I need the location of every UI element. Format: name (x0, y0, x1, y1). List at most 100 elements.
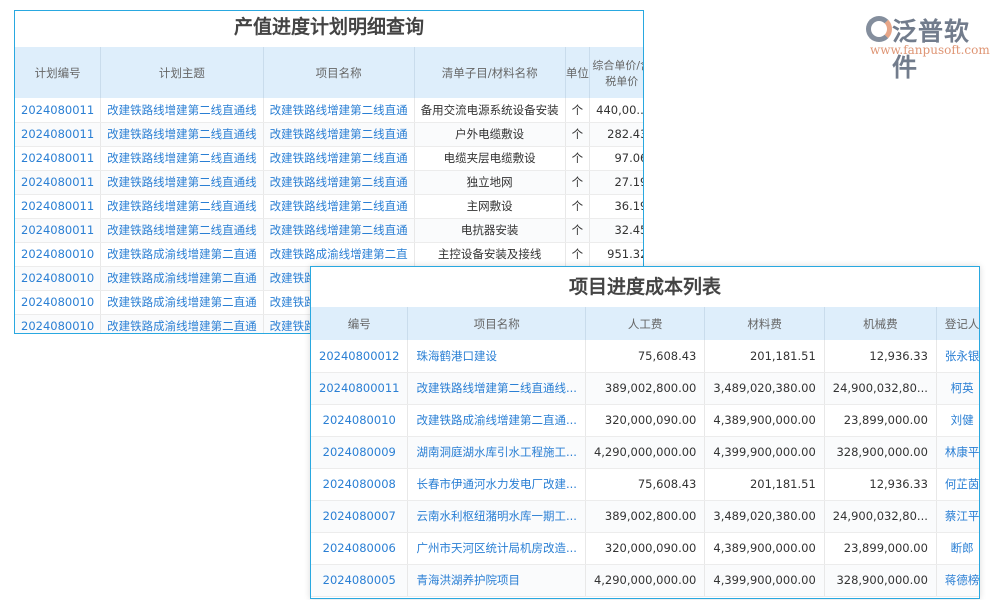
column-header[interactable]: 项目名称 (407, 307, 586, 340)
table-cell[interactable]: 改建铁路线增建第二线直通 (263, 98, 415, 123)
cell-text: 20240800011 (319, 381, 400, 395)
logo-url: www.fanpusoft.com (870, 43, 990, 57)
table-cell[interactable]: 刘健 (936, 404, 979, 437)
table-row[interactable]: 20240800012 珠海鹤港口建设 75,608.43 201,181.51 12,… (311, 340, 979, 373)
table-cell[interactable]: 林康平 (936, 436, 979, 469)
table-cell: 389,002,800.00 (585, 500, 706, 533)
table-cell[interactable]: 改建铁路线增建第二线直通 (263, 122, 415, 147)
cell-text: 改建铁路线增建第二线直通 (269, 223, 408, 237)
table-cell[interactable]: 改建铁路成渝线增建第二直通 (100, 290, 264, 315)
table-cell[interactable]: 改建铁路成渝线增建第二直 (263, 242, 415, 267)
table-cell[interactable]: 改建铁路线增建第二线直通 (263, 194, 415, 219)
table-row[interactable]: 2024080011 改建铁路线增建第二线直通线 改建铁路线增建第二线直通 独立地网 个… (15, 170, 643, 195)
cell-text: 户外电缆敷设 (455, 127, 525, 141)
table-cell[interactable]: 何芷茵 (936, 468, 979, 501)
cell-text: 改建铁路线增建第二线直通线 (107, 175, 257, 189)
table-cell[interactable]: 改建铁路成渝线增建第二直通 (100, 242, 264, 267)
table-cell[interactable]: 2024080011 (15, 170, 102, 195)
table-cell[interactable]: 改建铁路线增建第二线直通线 (100, 98, 264, 123)
fanpusoft-logo: 泛普软件 www.fanpusoft.com (862, 14, 992, 82)
column-header[interactable]: 综合单价/含税单价 (589, 47, 643, 98)
table-cell[interactable]: 2024080010 (311, 404, 409, 437)
table-cell[interactable]: 断郎 (936, 532, 979, 565)
cost-panel-title: 项目进度成本列表 (568, 276, 721, 298)
plan-panel-title: 产值进度计划明细查询 (233, 16, 424, 38)
table-cell[interactable]: 2024080011 (15, 122, 102, 147)
table-row[interactable]: 2024080006 广州市天河区统计局机房改造... 320,000,090.00… (311, 532, 979, 565)
table-row[interactable]: 2024080011 改建铁路线增建第二线直通线 改建铁路线增建第二线直通 主网敷设 个… (15, 194, 643, 219)
table-row[interactable]: 2024080011 改建铁路线增建第二线直通线 改建铁路线增建第二线直通 户外电缆敷… (15, 122, 643, 147)
table-row[interactable]: 2024080011 改建铁路线增建第二线直通线 改建铁路线增建第二线直通 电抗器安装… (15, 218, 643, 243)
table-cell: 4,290,000,000.00 (585, 564, 706, 597)
table-cell[interactable]: 广州市天河区统计局机房改造... (407, 532, 586, 565)
column-header[interactable]: 材料费 (704, 307, 825, 340)
cell-text: 201,181.51 (749, 477, 816, 491)
table-cell[interactable]: 2024080011 (15, 218, 102, 243)
table-row[interactable]: 2024080011 改建铁路线增建第二线直通线 改建铁路线增建第二线直通 备用交流电… (15, 98, 643, 123)
table-row[interactable]: 2024080007 云南水利枢纽潴明水库一期工... 389,002,800.00… (311, 500, 979, 533)
column-header[interactable]: 计划编号 (15, 47, 102, 98)
table-row[interactable]: 2024080008 长春市伊通河水力发电厂改建... 75,608.43 201,1… (311, 468, 979, 501)
table-cell[interactable]: 2024080011 (15, 98, 102, 123)
table-cell[interactable]: 蒋德榜 (936, 564, 979, 597)
table-cell[interactable]: 改建铁路成渝线增建第二直通... (407, 404, 586, 437)
table-cell[interactable]: 2024080006 (311, 532, 409, 565)
table-cell[interactable]: 长春市伊通河水力发电厂改建... (407, 468, 586, 501)
table-cell[interactable]: 改建铁路线增建第二线直通线 (100, 218, 264, 243)
table-row[interactable]: 2024080010 改建铁路成渝线增建第二直通... 320,000,090.00… (311, 404, 979, 437)
table-cell[interactable]: 改建铁路成渝线增建第二直通 (100, 266, 264, 291)
column-header[interactable]: 人工费 (585, 307, 706, 340)
table-cell: 320,000,090.00 (585, 532, 706, 565)
cell-text: 主控设备安装及接线 (437, 247, 542, 261)
table-cell[interactable]: 改建铁路成渝线增建第二直通 (100, 314, 264, 333)
table-row[interactable]: 2024080005 青海洪湖养护院项目 4,290,000,000.00 4,399… (311, 564, 979, 597)
table-row[interactable]: 2024080011 改建铁路线增建第二线直通线 改建铁路线增建第二线直通 电缆夹层电… (15, 146, 643, 171)
cell-text: 备用交流电源系统设备安装 (420, 102, 559, 117)
table-cell[interactable]: 2024080008 (311, 468, 409, 501)
table-cell[interactable]: 2024080011 (15, 146, 102, 171)
table-cell[interactable]: 2024080005 (311, 564, 409, 597)
column-header[interactable]: 登记人 (936, 307, 979, 340)
table-row[interactable]: 2024080009 湖南洞庭湖水库引水工程施工... 4,290,000,000.… (311, 436, 979, 469)
table-cell[interactable]: 2024080010 (15, 290, 102, 315)
table-row[interactable]: 20240800011 改建铁路线增建第二线直通线... 389,002,800.0… (311, 372, 979, 405)
table-cell[interactable]: 青海洪湖养护院项目 (407, 564, 586, 597)
table-cell[interactable]: 张永银 (936, 340, 979, 373)
table-cell: 75,608.43 (585, 340, 706, 373)
table-cell[interactable]: 2024080010 (15, 242, 102, 267)
table-cell[interactable]: 20240800012 (311, 340, 409, 373)
table-cell[interactable]: 改建铁路线增建第二线直通线... (407, 372, 586, 405)
table-cell[interactable]: 改建铁路线增建第二线直通线 (100, 146, 264, 171)
table-cell[interactable]: 蔡江平 (936, 500, 979, 533)
table-cell[interactable]: 2024080010 (15, 266, 102, 291)
column-header[interactable]: 编号 (311, 307, 409, 340)
table-cell[interactable]: 改建铁路线增建第二线直通线 (100, 122, 264, 147)
column-header[interactable]: 清单子目/材料名称 (414, 47, 566, 98)
column-header[interactable]: 机械费 (824, 307, 937, 340)
table-cell[interactable]: 柯英 (936, 372, 979, 405)
table-cell[interactable]: 改建铁路线增建第二线直通 (263, 146, 415, 171)
table-cell[interactable]: 改建铁路线增建第二线直通线 (100, 194, 264, 219)
table-cell[interactable]: 2024080007 (311, 500, 409, 533)
cell-text: 4,389,900,000.00 (713, 541, 816, 555)
column-header[interactable]: 单位 (565, 47, 591, 98)
table-cell[interactable]: 20240800011 (311, 372, 409, 405)
table-row[interactable]: 2024080010 改建铁路成渝线增建第二直通 改建铁路成渝线增建第二直 主控设备安… (15, 242, 643, 267)
table-cell: 户外电缆敷设 (414, 122, 566, 147)
table-cell[interactable]: 改建铁路线增建第二线直通 (263, 218, 415, 243)
table-cell[interactable]: 云南水利枢纽潴明水库一期工... (407, 500, 586, 533)
table-cell[interactable]: 2024080011 (15, 194, 102, 219)
table-cell[interactable]: 珠海鹤港口建设 (407, 340, 586, 373)
table-cell: 个 (565, 170, 591, 195)
table-cell: 3,489,020,380.00 (704, 500, 825, 533)
table-cell: 4,389,900,000.00 (704, 532, 825, 565)
table-cell[interactable]: 改建铁路线增建第二线直通线 (100, 170, 264, 195)
column-header[interactable]: 计划主题 (100, 47, 264, 98)
cell-text: 2024080007 (322, 509, 396, 523)
table-cell[interactable]: 2024080010 (15, 314, 102, 333)
table-cell[interactable]: 湖南洞庭湖水库引水工程施工... (407, 436, 586, 469)
column-header[interactable]: 项目名称 (263, 47, 415, 98)
table-cell[interactable]: 2024080009 (311, 436, 409, 469)
table-cell[interactable]: 改建铁路线增建第二线直通 (263, 170, 415, 195)
table-cell: 主网敷设 (414, 194, 566, 219)
